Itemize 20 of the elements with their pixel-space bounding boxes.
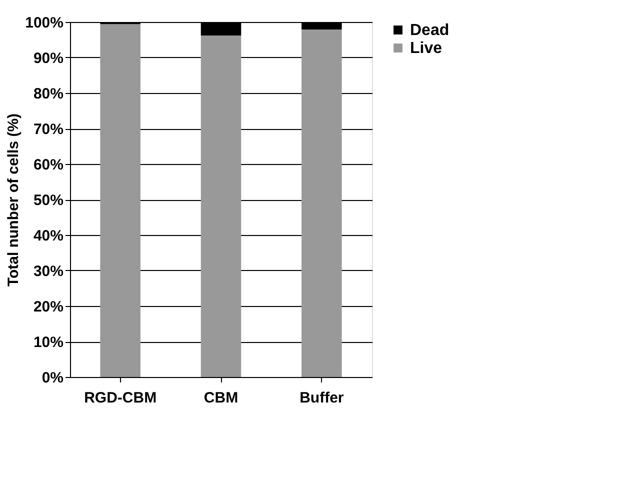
y-tick-label: 0% <box>42 370 64 386</box>
y-tick-label: 20% <box>33 298 64 316</box>
x-tick-label: RGD-CBM <box>84 390 157 406</box>
y-tick-label: 70% <box>33 121 64 138</box>
legend-label: Dead <box>410 22 450 39</box>
y-tick-label: 100% <box>25 14 64 32</box>
x-tick-label: Buffer <box>300 390 344 406</box>
bar <box>302 29 342 377</box>
y-tick-label: 50% <box>33 192 64 209</box>
x-tick-label: CBM <box>204 390 238 406</box>
bar <box>200 35 242 377</box>
y-axis-title: Total nunber of cells (%) <box>5 113 22 287</box>
bar <box>100 24 140 377</box>
legend-label: Live <box>410 40 442 57</box>
y-tick-label: 30% <box>33 263 64 280</box>
y-tick-label: 10% <box>33 334 64 351</box>
y-tick-label: 60% <box>33 156 64 174</box>
y-tick-label: 40% <box>33 228 64 244</box>
y-tick-label: 90% <box>33 50 64 67</box>
y-tick-label: 80% <box>33 86 64 102</box>
